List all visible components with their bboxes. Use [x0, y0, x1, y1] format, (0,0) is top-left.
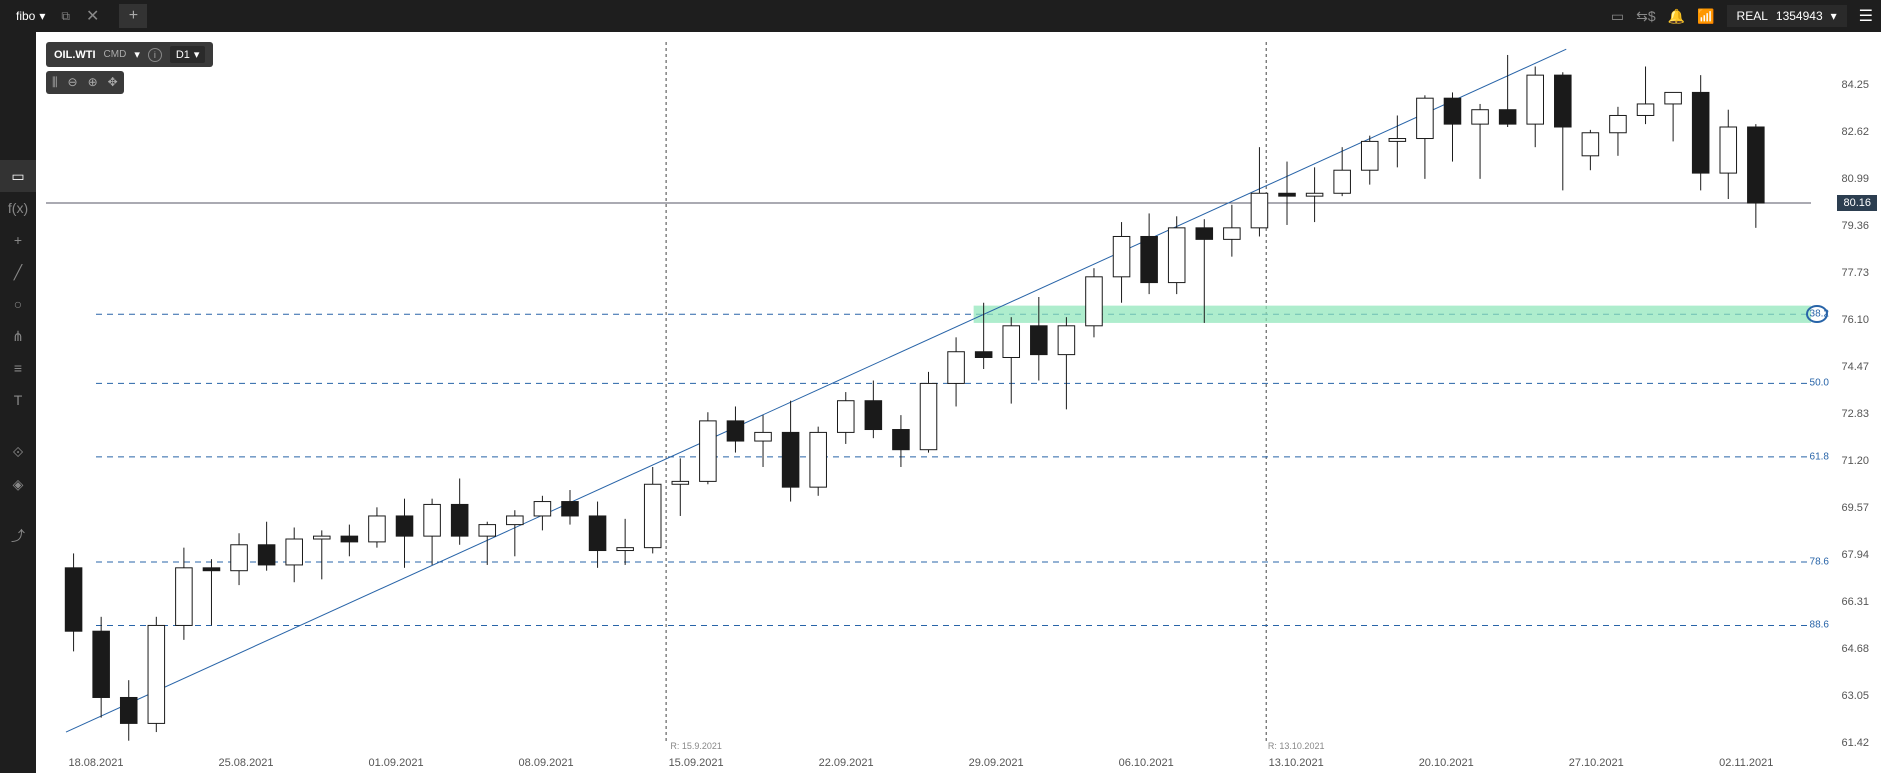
vertical-marker-label: R: 13.10.2021 [1268, 741, 1325, 751]
x-tick-label: 13.10.2021 [1269, 757, 1324, 769]
chart-canvas[interactable] [36, 32, 1881, 773]
brand-label: fibo [16, 9, 35, 23]
chart-container[interactable]: OIL.WTI CMD ▾ i D1 ▾ ⫼ ⊖ ⊕ ✥ 84.2582.628… [36, 32, 1881, 773]
bell-icon[interactable]: 🔔 [1668, 8, 1685, 25]
vertical-marker-label: R: 15.9.2021 [670, 741, 722, 751]
account-selector[interactable]: REAL 1354943 ▾ [1727, 5, 1847, 27]
fib-level-label: 88.6 [1810, 620, 1829, 631]
crosshair-tool[interactable]: ▭ [0, 160, 36, 192]
x-tick-label: 18.08.2021 [68, 757, 123, 769]
y-tick-label: 64.68 [1841, 643, 1869, 655]
y-tick-label: 61.42 [1841, 737, 1869, 749]
function-tool[interactable]: f(x) [0, 192, 36, 224]
plus-icon: + [129, 7, 138, 25]
move-icon[interactable]: ✥ [108, 75, 118, 90]
y-tick-label: 69.57 [1841, 502, 1869, 514]
info-icon[interactable]: i [148, 48, 162, 62]
y-tick-label: 79.36 [1841, 220, 1869, 232]
text-tool[interactable]: T [0, 384, 36, 416]
symbol-type: CMD [104, 49, 127, 60]
fullscreen-icon[interactable]: ▭ [1611, 8, 1624, 25]
tab-group: fibo ▾ ⧉ ✕ [8, 2, 107, 30]
circle-tool[interactable]: ○ [0, 288, 36, 320]
y-tick-label: 84.25 [1841, 79, 1869, 91]
current-price-marker: 80.16 [1837, 195, 1877, 211]
layers-tool[interactable]: ◈ [0, 468, 36, 500]
fib-level-label: 50.0 [1810, 378, 1829, 389]
x-tick-label: 22.09.2021 [819, 757, 874, 769]
y-tick-label: 71.20 [1841, 455, 1869, 467]
close-tab-icon[interactable]: ✕ [78, 2, 107, 30]
x-tick-label: 20.10.2021 [1419, 757, 1474, 769]
fib-tool[interactable]: ≡ [0, 352, 36, 384]
wifi-icon: 📶 [1697, 8, 1714, 25]
add-tab-button[interactable]: + [119, 4, 147, 28]
fib-level-label: 78.6 [1810, 557, 1829, 568]
fib-highlight-circle [1806, 305, 1828, 323]
share-tool[interactable]: ⤴ [0, 520, 36, 552]
y-tick-label: 82.62 [1841, 126, 1869, 138]
chevron-down-icon: ▾ [134, 48, 140, 61]
pitchfork-tool[interactable]: ⋔ [0, 320, 36, 352]
hamburger-icon[interactable]: ☰ [1859, 6, 1873, 26]
top-bar-right: ▭ ⇆$ 🔔 📶 REAL 1354943 ▾ ☰ [1611, 5, 1873, 27]
settings-tool[interactable]: ⟐ [0, 436, 36, 468]
chevron-down-icon: ▾ [194, 48, 200, 61]
add-tool[interactable]: + [0, 224, 36, 256]
timeframe-selector[interactable]: D1 ▾ [170, 46, 206, 63]
indicator-icon[interactable]: ⫼ [52, 75, 58, 90]
chart-header: OIL.WTI CMD ▾ i D1 ▾ ⫼ ⊖ ⊕ ✥ [46, 42, 213, 94]
y-tick-label: 74.47 [1841, 361, 1869, 373]
y-tick-label: 66.31 [1841, 596, 1869, 608]
x-tick-label: 02.11.2021 [1719, 757, 1773, 769]
account-number-label: 1354943 [1776, 9, 1823, 23]
account-type-label: REAL [1737, 9, 1768, 23]
x-tick-label: 01.09.2021 [369, 757, 424, 769]
currency-icon[interactable]: ⇆$ [1636, 8, 1656, 25]
y-tick-label: 63.05 [1841, 690, 1869, 702]
fib-level-label: 61.8 [1810, 451, 1829, 462]
top-bar-left: fibo ▾ ⧉ ✕ + [8, 2, 147, 30]
x-tick-label: 15.09.2021 [669, 757, 724, 769]
top-bar: fibo ▾ ⧉ ✕ + ▭ ⇆$ 🔔 📶 REAL 1354943 ▾ ☰ [0, 0, 1881, 32]
x-tick-label: 06.10.2021 [1119, 757, 1174, 769]
brand-tab[interactable]: fibo ▾ [8, 5, 53, 27]
symbol-bar[interactable]: OIL.WTI CMD ▾ i D1 ▾ [46, 42, 213, 67]
main-area: ▭ f(x) + ╱ ○ ⋔ ≡ T ⟐ ◈ ⤴ OIL.WTI CMD ▾ i… [0, 32, 1881, 773]
zoom-out-icon[interactable]: ⊖ [68, 75, 78, 90]
y-axis[interactable]: 84.25 82.62 80.99 79.36 77.73 76.10 74.47 72.83… [1817, 32, 1877, 773]
chart-quick-tools: ⫼ ⊖ ⊕ ✥ [46, 71, 124, 94]
y-tick-label: 72.83 [1841, 408, 1869, 420]
y-tick-label: 80.99 [1841, 173, 1869, 185]
chevron-down-icon: ▾ [1831, 9, 1837, 23]
y-tick-label: 67.94 [1841, 549, 1869, 561]
symbol-name: OIL.WTI [54, 49, 96, 61]
y-tick-label: 76.10 [1841, 314, 1869, 326]
chevron-down-icon: ▾ [39, 9, 45, 23]
x-tick-label: 29.09.2021 [969, 757, 1024, 769]
x-axis[interactable]: 18.08.2021 25.08.2021 01.09.2021 08.09.2021… [36, 749, 1881, 773]
line-tool[interactable]: ╱ [0, 256, 36, 288]
timeframe-label: D1 [176, 49, 190, 61]
left-toolbar: ▭ f(x) + ╱ ○ ⋔ ≡ T ⟐ ◈ ⤴ [0, 32, 36, 773]
y-tick-label: 77.73 [1841, 267, 1869, 279]
x-tick-label: 27.10.2021 [1569, 757, 1624, 769]
popout-icon[interactable]: ⧉ [53, 3, 78, 30]
zoom-in-icon[interactable]: ⊕ [88, 75, 98, 90]
x-tick-label: 08.09.2021 [519, 757, 574, 769]
x-tick-label: 25.08.2021 [218, 757, 273, 769]
